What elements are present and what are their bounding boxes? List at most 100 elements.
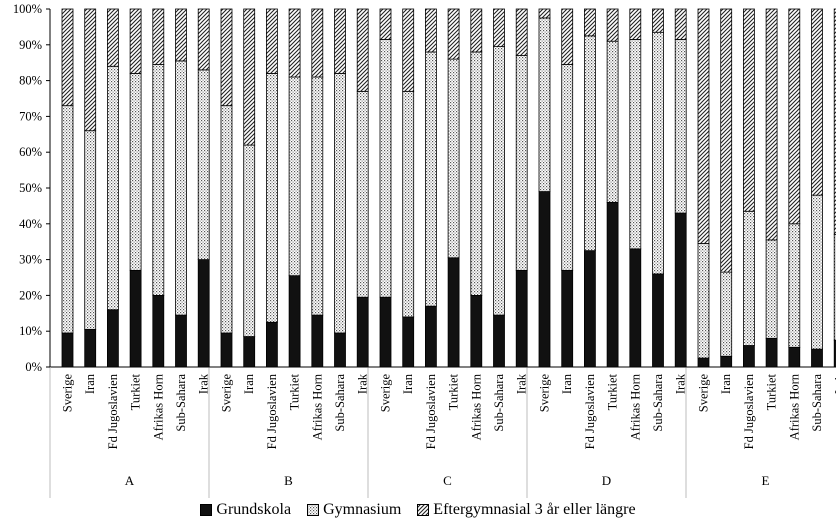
bar-segment-solid-E-2 [720,355,733,368]
bar-segment-dotted-D-7 [674,39,687,214]
x-category-label: Afrikas Horn [787,373,801,440]
bar-segment-hatched-D-7 [674,8,687,40]
x-category-label: Sub-Sahara [810,374,824,432]
bar-segment-hatched-B-7 [356,8,369,92]
bar-segment-dotted-C-1 [379,39,392,298]
bar-segment-solid-B-5 [311,314,324,368]
bar-segment-hatched-B-4 [288,8,301,78]
bar-segment-solid-C-2 [402,316,415,368]
y-tick-label: 20% [19,288,42,302]
x-category-label: Sverige [220,374,234,413]
x-category-label: Iran [401,373,415,394]
bar-segment-dotted-E-4 [765,239,778,339]
y-tick-label: 0% [25,360,42,374]
bar-segment-solid-D-6 [652,273,664,368]
bar-segment-dotted-E-5 [788,223,801,348]
bar-segment-dotted-E-6 [811,194,823,350]
x-category-label: Iran [560,373,574,394]
x-category-label: Irak [515,373,529,394]
x-category-label: Sub-Sahara [174,374,188,432]
x-category-label: Fd Jugoslavien [583,373,597,449]
legend-item-grundskola: Grundskola [200,501,291,519]
bar-segment-solid-E-4 [765,337,778,368]
x-category-label: Afrikas Horn [310,373,324,440]
legend-label: Grundskola [216,501,292,518]
bar-segment-solid-A-4 [129,269,142,368]
bar-segment-dotted-C-2 [402,90,415,318]
bar-segment-solid-E-7 [833,339,836,368]
bar-segment-dotted-A-1 [61,105,74,334]
bar-segment-solid-B-4 [288,275,301,368]
x-category-label: Iran [83,373,97,394]
bar-segment-solid-A-6 [175,314,187,368]
bar-segment-solid-C-1 [379,296,392,368]
x-category-label: Fd Jugoslavien [265,373,279,449]
x-category-label: Irak [833,373,836,394]
x-axis-labels: Sverige Iran Fd Jugoslavien Turkiet Afrikas … [61,373,836,488]
x-group-label: A [125,473,135,488]
x-category-label: Iran [242,373,256,394]
x-group-label: E [762,473,770,488]
x-category-label: Irak [197,373,211,394]
bar-segment-solid-A-1 [61,332,74,368]
bar-segment-hatched-C-6 [493,8,505,47]
bar-segment-hatched-C-7 [515,8,528,56]
x-category-label: Turkiet [288,373,302,410]
bar-segment-dotted-B-3 [265,73,278,323]
bar-segment-hatched-E-5 [788,8,801,225]
bar-segment-dotted-D-4 [606,40,619,203]
bar-segment-dotted-E-7 [833,234,836,341]
x-category-label: Irak [674,373,688,394]
bar-segment-dotted-B-4 [288,76,301,277]
bar-segment-dotted-A-4 [129,73,142,271]
y-tick-label: 100% [13,2,42,16]
x-category-label: Fd Jugoslavien [742,373,756,449]
bar-segment-solid-D-3 [584,250,596,368]
bar-segment-solid-C-7 [515,269,528,368]
bar-segment-solid-A-5 [152,294,165,368]
bar-segment-solid-D-5 [629,248,642,368]
bar-segment-dotted-A-3 [107,65,119,311]
bar-segment-solid-E-1 [697,357,710,368]
x-category-label: Sverige [697,374,711,413]
bar-segment-hatched-C-3 [424,8,437,53]
bar-segment-dotted-E-1 [697,243,710,359]
bar-segment-hatched-D-4 [606,8,619,42]
bar-segment-solid-E-5 [788,346,801,368]
bar-segment-dotted-D-5 [629,39,642,250]
bar-segment-hatched-E-3 [743,8,755,212]
y-tick-label: 40% [19,217,42,231]
bar-segment-solid-D-7 [674,212,687,368]
bar-segment-dotted-D-2 [561,64,574,271]
bar-segment-dotted-C-7 [515,55,528,271]
bar-segment-solid-A-7 [197,259,210,368]
bar-segment-dotted-B-7 [356,90,369,298]
bar-segment-hatched-C-5 [470,8,483,53]
bar-segment-dotted-B-5 [311,76,324,316]
legend-label: Gymnasium [323,501,402,518]
bar-segment-hatched-E-2 [720,8,733,273]
bar-segment-hatched-E-7 [833,8,836,235]
bar-segment-solid-B-7 [356,296,369,368]
bar-segment-hatched-A-5 [152,8,165,65]
x-category-label: Sub-Sahara [333,374,347,432]
y-tick-label: 30% [19,253,42,267]
x-category-label: Afrikas Horn [469,373,483,440]
bar-segment-solid-D-1 [538,191,551,368]
x-category-label: Turkiet [606,373,620,410]
bar-segment-hatched-B-3 [265,8,278,74]
y-tick-label: 10% [19,324,42,338]
bar-segment-dotted-C-3 [424,51,437,307]
bar-segment-hatched-A-1 [61,8,74,107]
bar-segment-hatched-B-5 [311,8,324,78]
bar-segment-hatched-D-6 [652,8,664,33]
x-category-label: Sverige [61,374,75,413]
bar-segment-dotted-C-5 [470,51,483,296]
x-category-label: Sverige [538,374,552,413]
x-category-label: Turkiet [129,373,143,410]
bar-segment-solid-C-5 [470,294,483,368]
x-category-label: Turkiet [765,373,779,410]
bars [61,8,836,368]
x-category-label: Sub-Sahara [651,374,665,432]
